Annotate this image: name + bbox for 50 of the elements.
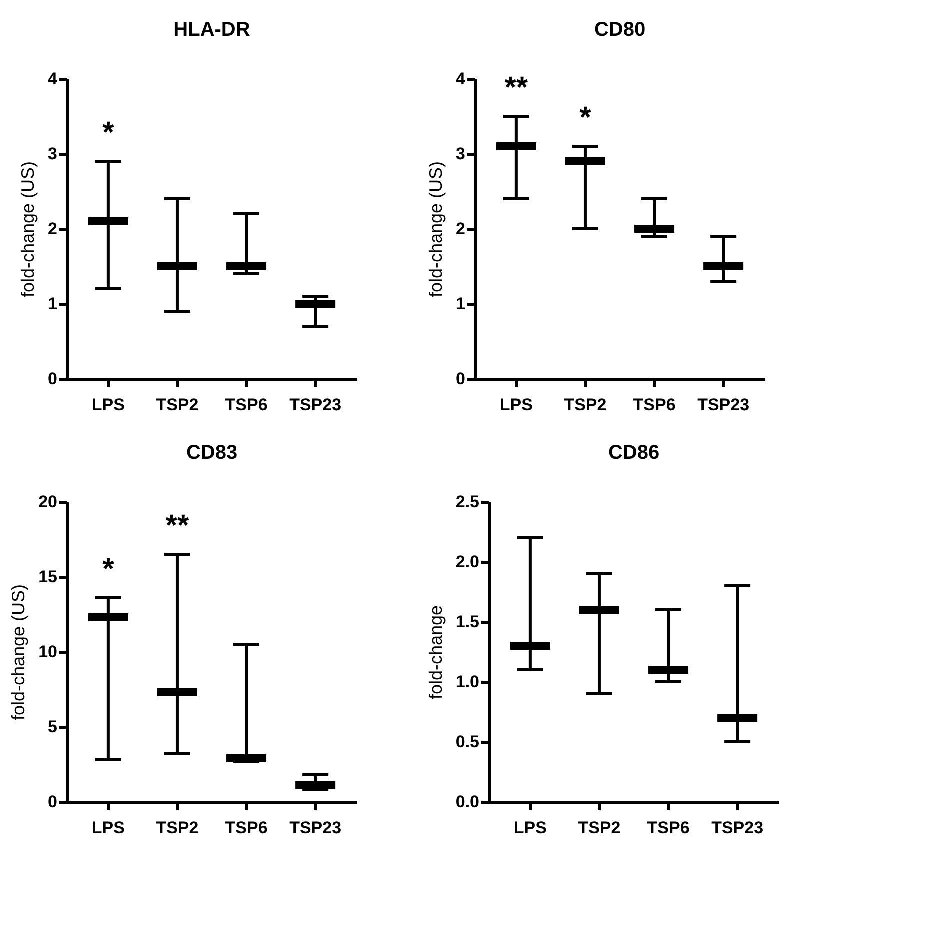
y-tick-label: 0 — [456, 370, 466, 388]
annotation: * — [580, 102, 592, 134]
y-tick-label: 4 — [456, 70, 466, 88]
x-tick-label: LPS — [500, 396, 533, 414]
chart-title: CD86 — [608, 442, 660, 464]
y-tick-label: 2 — [456, 220, 466, 238]
x-tick-label: TSP6 — [633, 396, 676, 414]
y-axis-title: fold-change — [426, 605, 446, 700]
y-tick-label: 1.0 — [456, 672, 480, 692]
y-tick-label: 4 — [48, 70, 58, 88]
x-tick-label: LPS — [92, 396, 125, 414]
x-tick-label: TSP23 — [698, 396, 750, 414]
x-tick-label: TSP6 — [225, 396, 268, 414]
y-tick-label: 1 — [456, 294, 466, 314]
y-tick-label: 1.5 — [456, 612, 480, 632]
annotation: * — [102, 553, 115, 586]
y-tick-label: 0.0 — [456, 792, 480, 812]
y-tick-label: 1 — [48, 294, 58, 314]
x-tick-label: TSP6 — [647, 818, 690, 838]
x-tick-label: TSP2 — [156, 818, 199, 838]
y-tick-label: 10 — [38, 642, 58, 662]
y-tick-label: 3 — [456, 144, 466, 164]
y-tick-label: 20 — [38, 492, 58, 512]
y-tick-label: 2 — [48, 220, 58, 238]
y-tick-label: 3 — [48, 144, 58, 164]
x-tick-label: TSP2 — [564, 396, 607, 414]
x-tick-label: LPS — [514, 818, 547, 838]
y-tick-label: 2.0 — [456, 552, 480, 572]
y-axis-title: fold-change (US) — [8, 584, 29, 721]
y-tick-label: 5 — [48, 718, 58, 736]
y-axis-title: fold-change (US) — [18, 161, 38, 298]
y-tick-label: 0 — [48, 370, 58, 388]
x-tick-label: LPS — [92, 818, 125, 838]
x-tick-label: TSP2 — [156, 396, 199, 414]
x-tick-label: TSP23 — [290, 818, 342, 838]
y-tick-label: 2.5 — [456, 492, 480, 512]
annotation: ** — [504, 72, 528, 104]
x-tick-label: TSP23 — [290, 396, 342, 414]
annotation: * — [102, 116, 115, 150]
y-tick-label: 0 — [48, 792, 58, 812]
annotation: ** — [166, 510, 190, 542]
chart-title: CD83 — [186, 442, 238, 464]
chart-title: CD80 — [594, 19, 646, 41]
y-tick-label: 15 — [38, 568, 58, 586]
x-tick-label: TSP2 — [578, 818, 621, 838]
chart-title: HLA-DR — [174, 19, 251, 41]
y-axis-title: fold-change (US) — [426, 161, 446, 298]
x-tick-label: TSP6 — [225, 818, 268, 838]
y-tick-label: 0.5 — [456, 732, 480, 752]
x-tick-label: TSP23 — [712, 818, 764, 838]
